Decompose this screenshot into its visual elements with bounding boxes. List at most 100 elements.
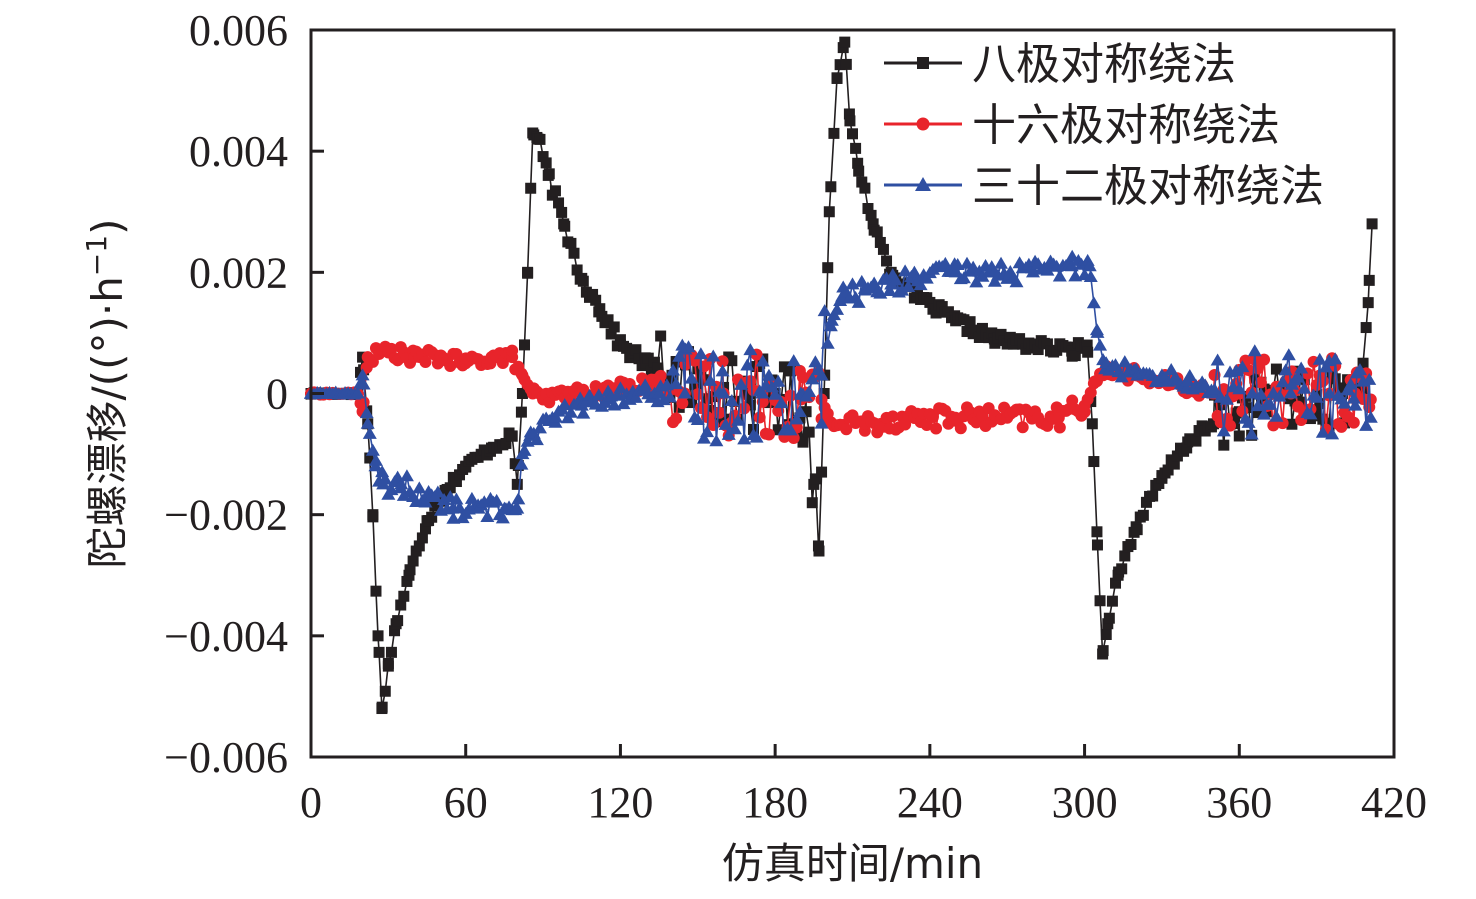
data-point — [738, 402, 751, 415]
data-point — [1040, 263, 1055, 276]
data-point — [450, 476, 462, 488]
data-point — [1083, 269, 1098, 282]
data-point — [1147, 490, 1159, 502]
data-point — [594, 303, 606, 315]
x-tick-label: 300 — [1052, 778, 1118, 827]
data-point — [449, 492, 464, 505]
data-point — [654, 369, 667, 382]
data-point — [676, 397, 689, 410]
data-point — [642, 352, 654, 364]
data-point — [1366, 218, 1378, 230]
data-point — [1281, 348, 1296, 361]
data-point — [882, 283, 897, 296]
data-point — [881, 255, 893, 267]
y-axis-title-tail: ) — [83, 219, 132, 235]
data-point — [975, 269, 990, 282]
data-point — [396, 488, 411, 501]
data-point — [749, 430, 764, 443]
data-point — [1272, 389, 1287, 402]
data-point — [1347, 416, 1360, 429]
data-point — [786, 354, 801, 367]
data-point — [1311, 406, 1323, 418]
data-point — [930, 307, 942, 319]
data-point — [602, 314, 614, 326]
data-point — [806, 497, 818, 509]
data-point — [394, 477, 409, 490]
data-point — [852, 157, 864, 169]
data-point — [867, 276, 882, 289]
data-point — [401, 575, 413, 587]
data-point — [418, 495, 433, 508]
data-point — [1363, 274, 1375, 286]
data-point — [1052, 269, 1067, 282]
data-point — [1029, 338, 1041, 350]
data-point — [1298, 374, 1310, 386]
data-point — [496, 357, 509, 370]
data-point — [365, 443, 380, 456]
data-point — [510, 501, 525, 514]
data-point — [1303, 407, 1318, 420]
data-point — [1239, 390, 1251, 402]
y-axis-title-main: 陀螺漂移/((°)·h — [83, 276, 132, 568]
data-point — [1252, 407, 1264, 419]
data-point — [753, 411, 766, 424]
data-point — [1359, 418, 1374, 431]
data-point — [850, 142, 862, 154]
data-point — [1348, 398, 1363, 411]
data-point — [577, 275, 589, 287]
data-point — [986, 327, 998, 339]
data-point — [828, 127, 840, 139]
data-point — [356, 377, 371, 390]
data-point — [398, 590, 410, 602]
data-point — [1337, 396, 1352, 409]
y-tick-label: 0.006 — [189, 6, 288, 55]
legend-marker — [916, 117, 930, 131]
x-tick-label: 180 — [742, 778, 808, 827]
data-point — [813, 545, 825, 557]
data-point — [783, 423, 798, 436]
legend-item-2: 十六极对称绕法 — [884, 100, 1280, 151]
data-point — [1352, 363, 1367, 376]
data-point — [548, 410, 563, 423]
data-point — [797, 436, 809, 448]
data-point — [1064, 259, 1079, 272]
data-point — [1275, 375, 1290, 388]
data-point — [373, 646, 385, 658]
data-point — [399, 469, 414, 482]
data-point — [831, 72, 843, 84]
data-point — [444, 359, 457, 372]
data-point — [1082, 346, 1094, 358]
data-point — [516, 388, 528, 399]
data-point — [519, 339, 531, 351]
data-point — [506, 430, 518, 442]
legend-label: 三十二极对称绕法 — [972, 161, 1324, 212]
data-point — [1346, 391, 1361, 404]
data-point — [994, 256, 1009, 269]
data-point — [681, 340, 696, 353]
data-point — [840, 58, 852, 70]
data-point — [1117, 355, 1132, 368]
data-point — [1069, 350, 1081, 362]
data-point — [853, 165, 865, 177]
data-point — [1283, 386, 1298, 399]
data-point — [1249, 372, 1261, 384]
data-point — [698, 374, 710, 386]
data-point — [768, 387, 783, 400]
data-point — [973, 331, 985, 343]
data-point — [1051, 344, 1063, 356]
data-point — [1053, 421, 1066, 434]
series-layer — [304, 36, 1378, 715]
data-point — [378, 472, 393, 485]
data-point — [1335, 420, 1348, 433]
legend-item-3: 三十二极对称绕法 — [884, 161, 1324, 212]
data-point — [895, 283, 910, 296]
x-axis-title: 仿真时间/min — [722, 839, 983, 888]
data-point — [444, 482, 456, 494]
data-point — [936, 301, 948, 313]
data-point — [1091, 526, 1103, 538]
data-point — [652, 362, 664, 374]
data-point — [1254, 376, 1267, 389]
data-point — [1208, 368, 1221, 381]
data-point — [1082, 259, 1097, 272]
